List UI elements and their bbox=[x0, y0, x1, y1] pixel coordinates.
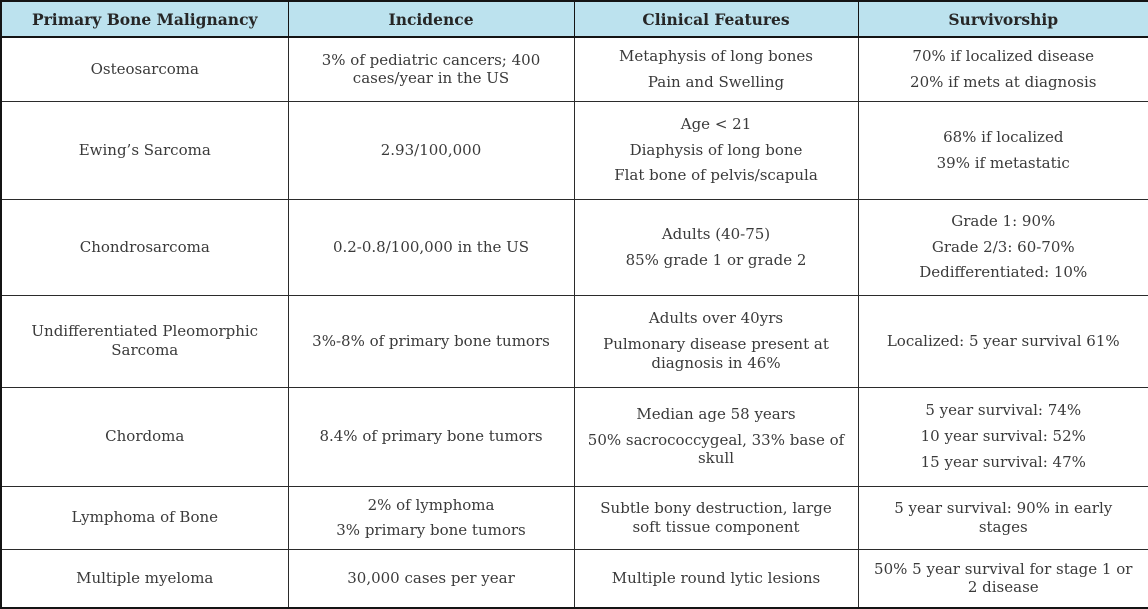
table-cell: 3% of pediatric cancers; 400 cases/year … bbox=[287, 36, 575, 102]
table-cell: Osteosarcoma bbox=[0, 36, 289, 102]
cell-line: Ewing’s Sarcoma bbox=[78, 140, 211, 159]
cell-line: 85% grade 1 or grade 2 bbox=[625, 250, 807, 269]
table-cell: Undifferentiated Pleomorphic Sarcoma bbox=[0, 294, 289, 388]
cell-line: Grade 2/3: 60-70% bbox=[931, 237, 1075, 256]
table-cell: Multiple round lytic lesions bbox=[573, 549, 859, 608]
cell-line: Dedifferentiated: 10% bbox=[919, 263, 1088, 282]
cell-line: 5 year survival: 90% in early stages bbox=[894, 499, 1113, 536]
cell-line: Median age 58 years bbox=[636, 404, 796, 423]
cell-line: Adults (40-75) bbox=[661, 224, 771, 243]
cell-line: Chordoma bbox=[105, 427, 185, 446]
cell-line: 68% if localized bbox=[943, 127, 1064, 146]
cell-line: Metaphysis of long bones bbox=[619, 47, 813, 65]
cell-line: Localized: 5 year survival 61% bbox=[886, 331, 1120, 350]
cell-line: Osteosarcoma bbox=[90, 59, 199, 78]
table-header: Primary Bone Malignancy Incidence Clinical… bbox=[0, 0, 1148, 38]
column-header-incidence: Incidence bbox=[287, 0, 575, 38]
table-row: Chordoma 8.4% of primary bone tumors Media… bbox=[0, 386, 1148, 487]
table-row: Osteosarcoma 3% of pediatric cancers; 400… bbox=[0, 36, 1148, 102]
table-cell: Localized: 5 year survival 61% bbox=[857, 294, 1148, 388]
cell-line: Diaphysis of long bone bbox=[629, 140, 803, 159]
table-cell: 2% of lymphoma 3% primary bone tumors bbox=[287, 485, 575, 550]
table-row: Chondrosarcoma 0.2-0.8/100,000 in the US A… bbox=[0, 198, 1148, 296]
table-cell: 5 year survival: 74% 10 year survival: 52… bbox=[857, 386, 1148, 487]
cell-line: Flat bone of pelvis/scapula bbox=[614, 166, 818, 185]
table-cell: Ewing’s Sarcoma bbox=[0, 100, 289, 200]
cell-line: Chondrosarcoma bbox=[79, 237, 210, 256]
table-cell: Grade 1: 90% Grade 2/3: 60-70% Dedifferent… bbox=[857, 198, 1148, 296]
cell-line: 5 year survival: 74% bbox=[925, 401, 1082, 420]
table-cell: Median age 58 years 50% sacrococcygeal, 3… bbox=[573, 386, 859, 487]
table-cell: 8.4% of primary bone tumors bbox=[287, 386, 575, 487]
cell-line: Undifferentiated Pleomorphic Sarcoma bbox=[31, 322, 259, 359]
table-cell: Multiple myeloma bbox=[0, 549, 289, 608]
table-cell: 2.93/100,000 bbox=[287, 100, 575, 200]
cell-line: Pain and Swelling bbox=[647, 72, 785, 91]
cell-line: 3% of pediatric cancers; 400 cases/year … bbox=[321, 50, 541, 88]
cell-line: Multiple round lytic lesions bbox=[611, 568, 821, 587]
cell-line: Subtle bony destruction, large soft tiss… bbox=[600, 499, 832, 536]
table-cell: Chondrosarcoma bbox=[0, 198, 289, 296]
table-cell: 70% if localized disease 20% if mets at d… bbox=[857, 36, 1148, 102]
cell-line: 10 year survival: 52% bbox=[920, 427, 1086, 446]
table-cell: 0.2-0.8/100,000 in the US bbox=[287, 198, 575, 296]
cell-line: 70% if localized disease bbox=[912, 47, 1095, 65]
table-cell: Metaphysis of long bones Pain and Swellin… bbox=[573, 36, 859, 102]
header-row: Primary Bone Malignancy Incidence Clinical… bbox=[0, 0, 1148, 38]
cell-line: 20% if mets at diagnosis bbox=[910, 72, 1097, 91]
table-cell: 3%-8% of primary bone tumors bbox=[287, 294, 575, 388]
cell-line: 39% if metastatic bbox=[936, 153, 1070, 172]
cell-line: Multiple myeloma bbox=[76, 568, 214, 587]
cell-line: Pulmonary disease present at diagnosis i… bbox=[603, 335, 829, 372]
cell-line: 50% sacrococcygeal, 33% base of skull bbox=[587, 430, 845, 468]
table-row: Lymphoma of Bone 2% of lymphoma 3% primary… bbox=[0, 485, 1148, 550]
table-cell: 30,000 cases per year bbox=[287, 549, 575, 608]
column-header-malignancy: Primary Bone Malignancy bbox=[0, 0, 289, 38]
cell-line: 3% primary bone tumors bbox=[336, 521, 526, 540]
table-cell: Lymphoma of Bone bbox=[0, 485, 289, 550]
cell-line: Lymphoma of Bone bbox=[71, 508, 219, 527]
table-row: Ewing’s Sarcoma 2.93/100,000 Age < 21 Diaph… bbox=[0, 100, 1148, 200]
cell-line: Grade 1: 90% bbox=[951, 211, 1056, 230]
table-cell: Age < 21 Diaphysis of long bone Flat bone … bbox=[573, 100, 859, 200]
table-cell: 68% if localized 39% if metastatic bbox=[857, 100, 1148, 200]
cell-line: 3%-8% of primary bone tumors bbox=[312, 331, 550, 350]
table-row: Undifferentiated Pleomorphic Sarcoma 3%-8… bbox=[0, 294, 1148, 388]
cell-line: 2% of lymphoma bbox=[367, 495, 495, 514]
table-body: Osteosarcoma 3% of pediatric cancers; 400… bbox=[0, 36, 1148, 608]
cell-line: 8.4% of primary bone tumors bbox=[319, 427, 543, 446]
cell-line: 15 year survival: 47% bbox=[920, 452, 1086, 471]
cell-line: 0.2-0.8/100,000 in the US bbox=[332, 237, 530, 256]
column-header-survivorship: Survivorship bbox=[857, 0, 1148, 38]
cell-line: Adults over 40yrs bbox=[648, 309, 784, 328]
cell-line: Age < 21 bbox=[680, 114, 752, 133]
table-cell: 50% 5 year survival for stage 1 or 2 dis… bbox=[857, 549, 1148, 608]
table-row: Multiple myeloma 30,000 cases per year Mul… bbox=[0, 549, 1148, 608]
cell-line: 50% 5 year survival for stage 1 or 2 dis… bbox=[874, 559, 1133, 597]
column-header-clinical-features: Clinical Features bbox=[573, 0, 859, 38]
cell-line: 2.93/100,000 bbox=[380, 140, 482, 159]
table-cell: Adults (40-75) 85% grade 1 or grade 2 bbox=[573, 198, 859, 296]
table-cell: 5 year survival: 90% in early stages bbox=[857, 485, 1148, 550]
table-cell: Chordoma bbox=[0, 386, 289, 487]
table-cell: Adults over 40yrs Pulmonary disease prese… bbox=[573, 294, 859, 388]
cell-line: 30,000 cases per year bbox=[347, 568, 515, 587]
table-cell: Subtle bony destruction, large soft tiss… bbox=[573, 485, 859, 550]
